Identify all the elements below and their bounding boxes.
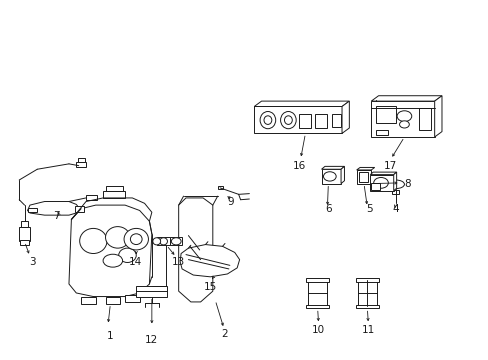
Polygon shape — [180, 244, 239, 277]
Bar — [321, 169, 340, 184]
Ellipse shape — [260, 112, 275, 129]
Text: 13: 13 — [172, 257, 185, 267]
Ellipse shape — [280, 112, 296, 129]
Bar — [306, 305, 328, 309]
Bar — [19, 226, 30, 241]
Bar — [370, 101, 434, 137]
Bar — [375, 130, 387, 135]
Ellipse shape — [284, 116, 292, 125]
Ellipse shape — [399, 121, 408, 128]
Polygon shape — [434, 96, 441, 137]
Text: 2: 2 — [221, 329, 228, 339]
Bar — [81, 297, 96, 304]
Polygon shape — [69, 205, 152, 297]
Text: 16: 16 — [292, 161, 305, 171]
Bar — [157, 237, 170, 245]
Ellipse shape — [153, 238, 160, 245]
Bar — [125, 296, 140, 302]
Polygon shape — [27, 202, 80, 215]
Bar — [76, 162, 86, 167]
Ellipse shape — [80, 228, 107, 253]
Ellipse shape — [264, 116, 271, 125]
Text: 7: 7 — [53, 211, 60, 221]
Ellipse shape — [396, 111, 411, 122]
Bar — [355, 305, 378, 309]
Text: 8: 8 — [403, 179, 410, 189]
Bar — [356, 170, 370, 184]
Text: 1: 1 — [107, 331, 114, 341]
Polygon shape — [340, 166, 344, 184]
Bar — [75, 206, 83, 212]
Polygon shape — [356, 167, 374, 170]
Ellipse shape — [386, 180, 404, 189]
Bar — [86, 195, 97, 200]
Text: 14: 14 — [128, 257, 142, 267]
Ellipse shape — [130, 234, 142, 244]
Polygon shape — [369, 172, 396, 175]
Ellipse shape — [119, 248, 136, 262]
Polygon shape — [178, 198, 212, 302]
Bar — [307, 280, 327, 306]
Bar — [105, 186, 122, 192]
Bar — [254, 107, 341, 134]
Ellipse shape — [159, 238, 167, 245]
Text: 12: 12 — [145, 334, 158, 345]
Bar — [369, 175, 393, 191]
Bar — [358, 172, 367, 182]
Ellipse shape — [103, 254, 122, 267]
Bar — [331, 114, 340, 127]
Ellipse shape — [105, 226, 130, 248]
Ellipse shape — [323, 172, 335, 181]
Bar — [357, 280, 376, 306]
Bar — [28, 208, 37, 212]
Bar — [299, 114, 311, 128]
Ellipse shape — [171, 238, 181, 245]
Bar — [105, 297, 120, 304]
Text: 10: 10 — [311, 325, 325, 334]
Polygon shape — [341, 101, 348, 134]
Polygon shape — [370, 96, 441, 101]
Bar — [218, 186, 223, 189]
Bar — [21, 221, 28, 226]
Text: 4: 4 — [391, 204, 398, 214]
Polygon shape — [254, 101, 348, 107]
Bar — [315, 114, 327, 128]
Polygon shape — [321, 166, 344, 169]
Bar — [78, 158, 84, 162]
Bar — [20, 240, 29, 244]
Bar — [375, 107, 395, 123]
Text: 15: 15 — [203, 282, 217, 292]
Bar — [306, 278, 328, 282]
Bar — [391, 190, 398, 194]
Text: 11: 11 — [362, 325, 375, 334]
Text: 17: 17 — [384, 161, 397, 171]
Ellipse shape — [373, 177, 387, 188]
Polygon shape — [393, 172, 396, 191]
Text: 6: 6 — [325, 204, 331, 214]
Ellipse shape — [124, 228, 148, 250]
Text: 3: 3 — [29, 257, 36, 267]
Bar — [170, 237, 182, 245]
Bar — [136, 286, 167, 297]
Bar — [355, 278, 378, 282]
Bar — [370, 183, 379, 190]
Text: 5: 5 — [366, 204, 372, 214]
Bar — [418, 108, 430, 130]
Bar — [103, 192, 125, 198]
Text: 9: 9 — [227, 197, 234, 207]
